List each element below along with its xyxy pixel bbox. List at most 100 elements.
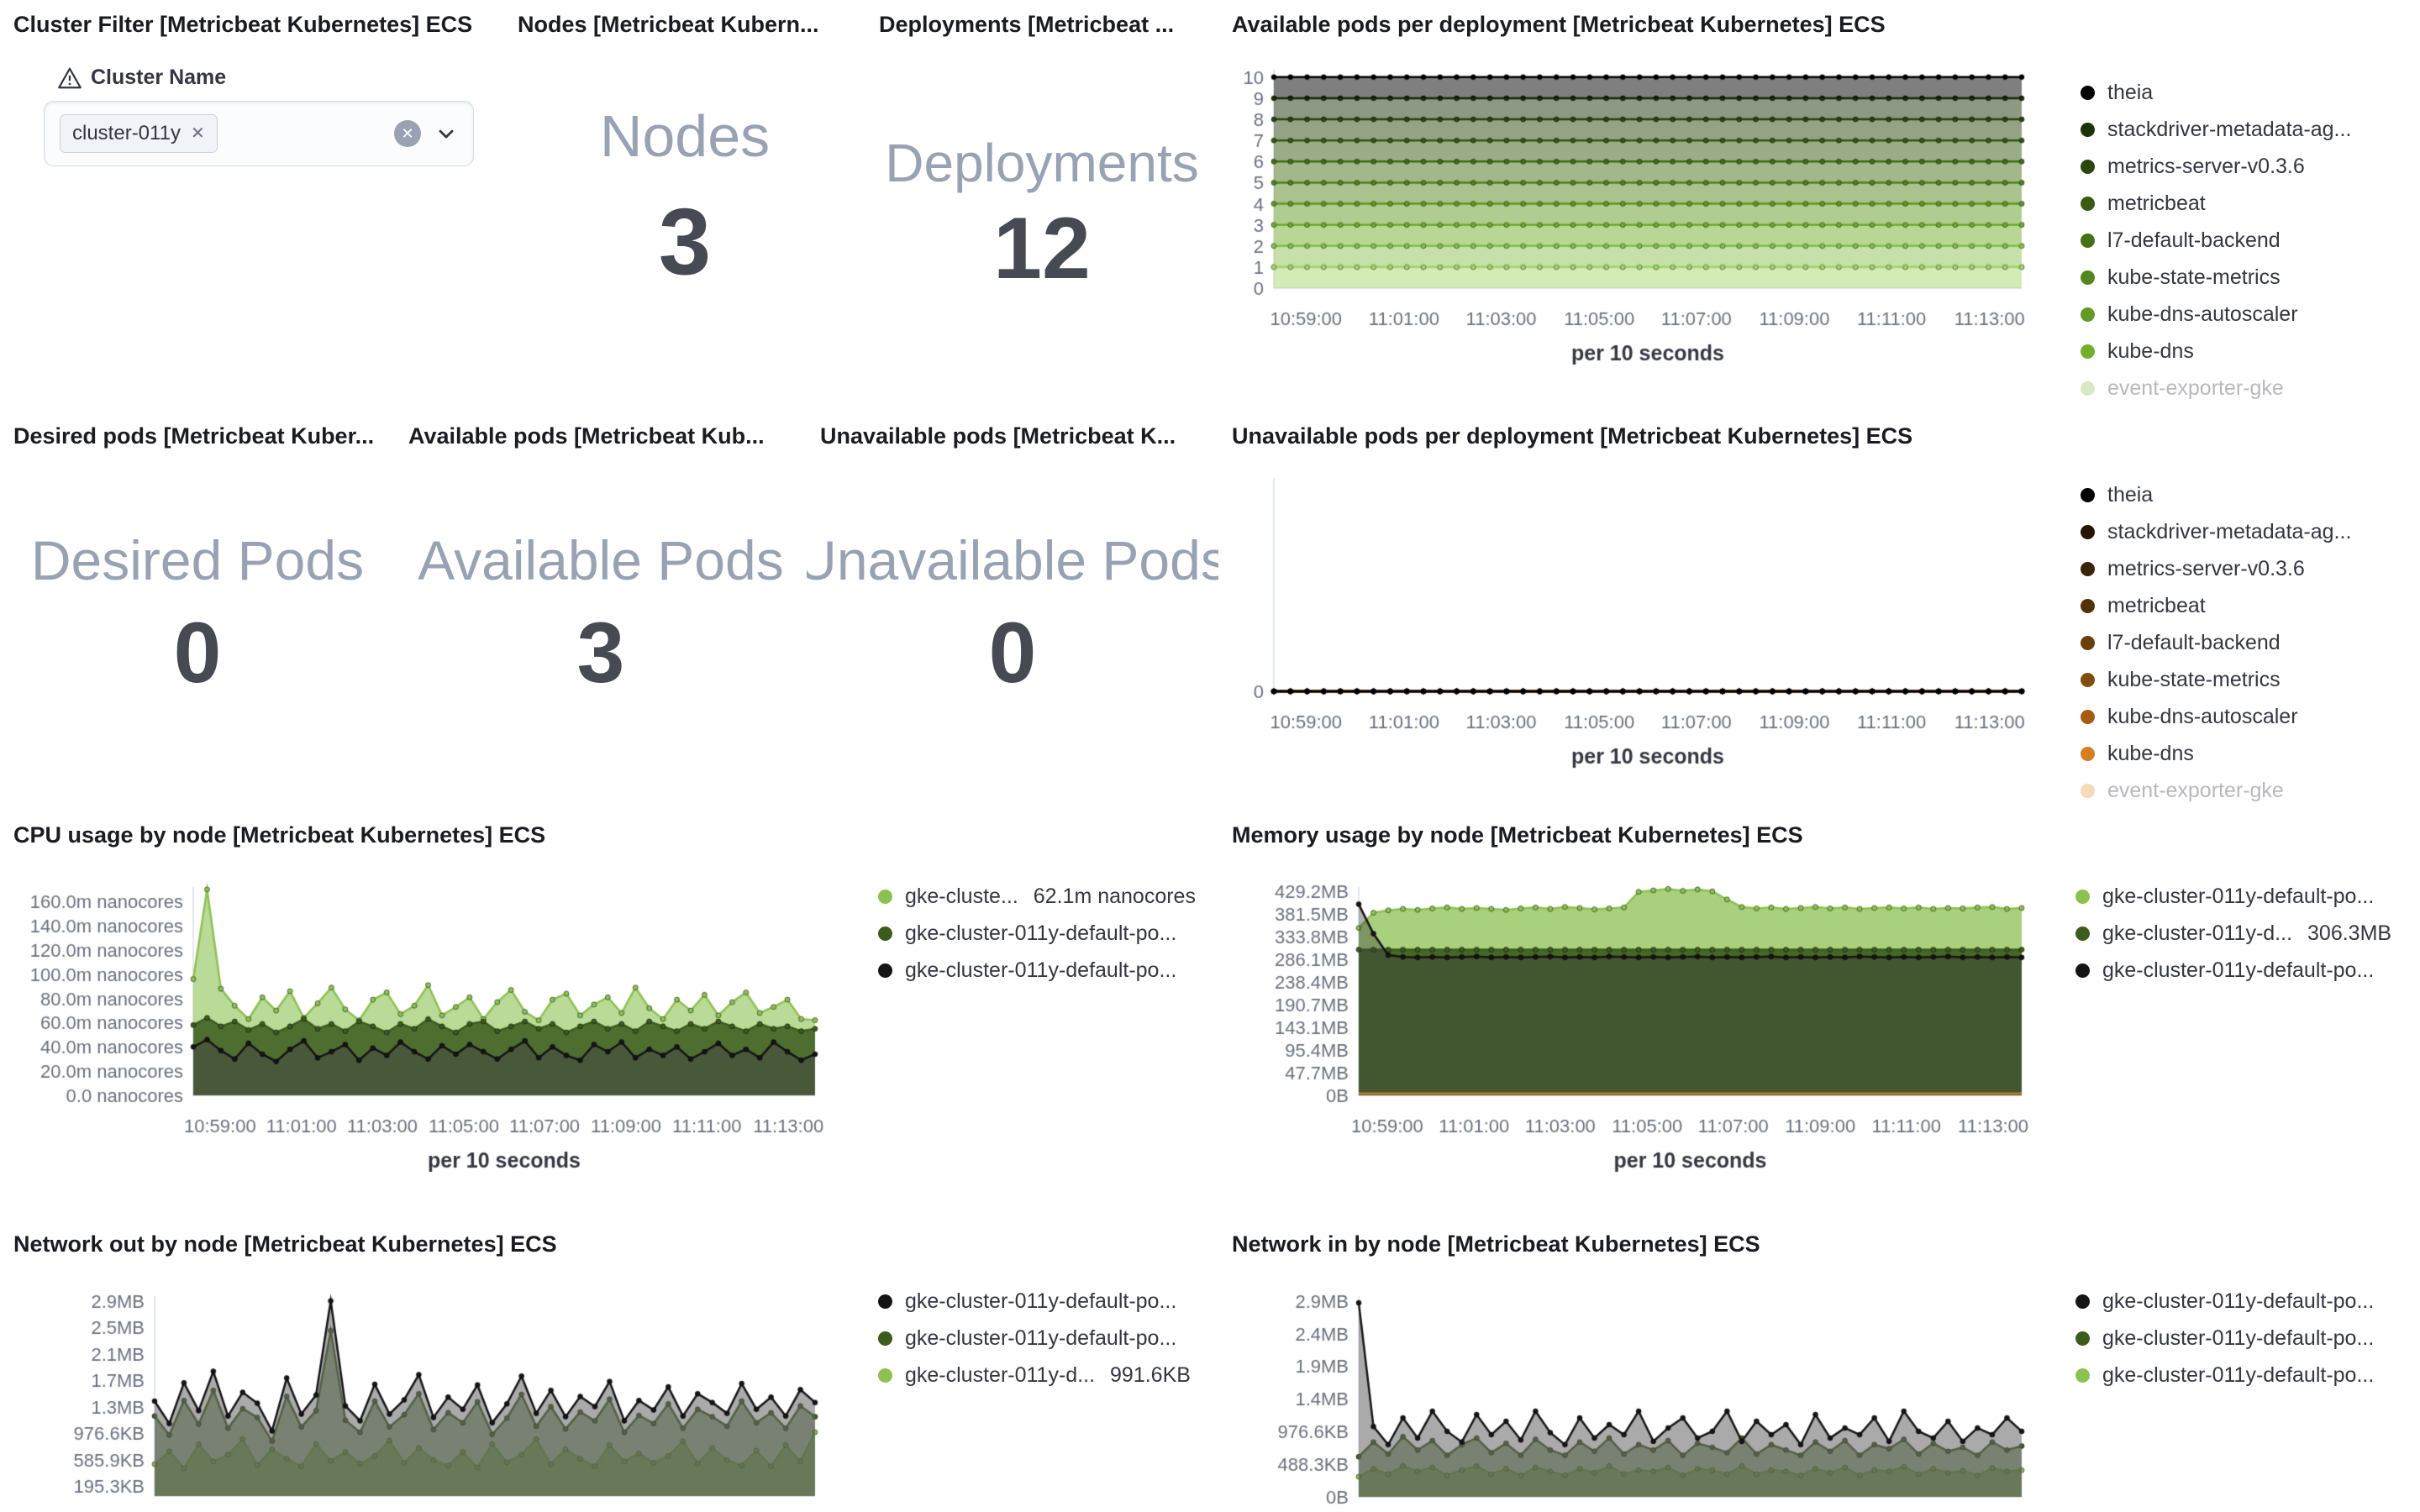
legend-item[interactable]: kube-dns <box>2081 333 2351 370</box>
legend-label: gke-cluster-011y-default-po... <box>2102 884 2375 908</box>
legend-item[interactable]: metricbeat <box>2081 587 2351 624</box>
legend-color-dot <box>878 1368 892 1383</box>
legend-item[interactable]: metrics-server-v0.3.6 <box>2081 148 2351 185</box>
legend-item[interactable]: gke-cluster-011y-default-po... <box>878 1320 1191 1357</box>
legend-value: 62.1m nanocores <box>1033 884 1196 908</box>
remove-cluster-icon[interactable]: ✕ <box>190 124 205 143</box>
legend-item[interactable]: kube-dns <box>2081 735 2351 772</box>
legend-color-dot <box>878 926 892 941</box>
legend-label: gke-cluster-011y-default-po... <box>2102 1326 2375 1350</box>
legend-label: metricbeat <box>2107 191 2206 215</box>
panel-network-out: Network out by node [Metricbeat Kubernet… <box>0 1226 1218 1512</box>
legend-item[interactable]: kube-state-metrics <box>2081 661 2351 698</box>
network-out-chart[interactable] <box>0 1273 874 1512</box>
legend-color-dot <box>2081 85 2095 100</box>
memory-usage-chart[interactable] <box>1227 857 2075 1210</box>
legend-item[interactable]: metricbeat <box>2081 185 2351 222</box>
legend-color-dot <box>2081 561 2095 576</box>
panel-title: Nodes [Metricbeat Kubern... <box>518 12 819 37</box>
network-out-legend: gke-cluster-011y-default-po... gke-cluste… <box>878 1283 1191 1394</box>
panel-available-pods: Available pods [Metricbeat Kub... Availa… <box>395 412 807 806</box>
network-in-chart[interactable] <box>1227 1273 2075 1512</box>
legend-item[interactable]: gke-cluster-011y-default-po... <box>2075 1320 2374 1357</box>
legend-color-dot <box>2081 159 2095 174</box>
legend-label: metrics-server-v0.3.6 <box>2107 154 2305 178</box>
legend-color-dot <box>2081 598 2095 613</box>
legend-color-dot <box>2081 709 2095 724</box>
warning-icon <box>57 66 82 90</box>
cluster-filter-combobox[interactable]: cluster-011y ✕ ✕ <box>44 101 474 166</box>
legend-label: l7-default-backend <box>2107 630 2281 654</box>
legend-label: gke-cluster-011y-default-po... <box>905 921 1177 945</box>
metric-value: 12 <box>993 199 1091 297</box>
clear-selection-button[interactable]: ✕ <box>394 120 421 147</box>
panel-network-in: Network in by node [Metricbeat Kubernete… <box>1218 1226 2420 1512</box>
legend-item[interactable]: theia <box>2081 476 2351 513</box>
legend-color-dot <box>2081 524 2095 539</box>
legend-item[interactable]: gke-cluster-011y-default-po... <box>878 952 1196 989</box>
legend-item[interactable]: gke-cluster-011y-default-po... <box>2075 878 2391 915</box>
legend-item[interactable]: stackdriver-metadata-ag... <box>2081 111 2351 148</box>
available-pods-per-deployment-chart[interactable] <box>1235 42 2059 378</box>
panel-cpu-usage: CPU usage by node [Metricbeat Kubernetes… <box>0 811 1218 1222</box>
legend-color-dot <box>2075 926 2090 941</box>
legend-label: gke-cluster-011y-default-po... <box>2102 1362 2375 1387</box>
legend-color-dot <box>878 889 892 904</box>
unavailable-pods-per-deployment-chart[interactable] <box>1235 454 2059 790</box>
legend-item[interactable]: event-exporter-gke <box>2081 772 2351 806</box>
legend-label: gke-cluster-011y-default-po... <box>905 1326 1177 1350</box>
panel-title: Memory usage by node [Metricbeat Kuberne… <box>1232 822 1803 848</box>
cpu-usage-chart[interactable] <box>0 857 874 1210</box>
legend-item[interactable]: gke-cluster-011y-default-po... <box>2075 952 2391 989</box>
legend-label: gke-cluster-011y-d... <box>2102 921 2293 945</box>
chevron-down-icon[interactable] <box>434 122 458 145</box>
panel-unavailable-pods: Unavailable pods [Metricbeat K... Unavai… <box>807 412 1218 806</box>
legend-color-dot <box>2081 307 2095 322</box>
legend-color-dot <box>2081 122 2095 137</box>
legend-color-dot <box>2081 344 2095 359</box>
legend-item[interactable]: l7-default-backend <box>2081 624 2351 661</box>
legend-item[interactable]: gke-cluste... 62.1m nanocores <box>878 878 1196 915</box>
legend-item[interactable]: metrics-server-v0.3.6 <box>2081 550 2351 587</box>
panel-cluster-filter: Cluster Filter [Metricbeat Kubernetes] E… <box>0 0 504 403</box>
available-pods-legend: theia stackdriver-metadata-ag... metrics-s… <box>2081 74 2351 407</box>
panel-title: Desired pods [Metricbeat Kuber... <box>13 423 375 449</box>
legend-value: 306.3MB <box>2307 921 2392 945</box>
legend-label: event-exporter-gke <box>2107 778 2284 802</box>
legend-item[interactable]: gke-cluster-011y-d... 306.3MB <box>2075 915 2391 952</box>
legend-item[interactable]: event-exporter-gke <box>2081 370 2351 407</box>
legend-color-dot <box>2081 196 2095 211</box>
metric-label: Available Pods <box>418 529 784 591</box>
legend-label: gke-cluster-011y-default-po... <box>2102 958 2375 982</box>
panel-title: Network out by node [Metricbeat Kubernet… <box>13 1231 557 1257</box>
panel-title: Cluster Filter [Metricbeat Kubernetes] E… <box>13 12 473 37</box>
legend-item[interactable]: gke-cluster-011y-default-po... <box>2075 1357 2374 1394</box>
legend-item[interactable]: gke-cluster-011y-default-po... <box>878 1283 1191 1320</box>
legend-color-dot <box>2081 487 2095 502</box>
panel-title: CPU usage by node [Metricbeat Kubernetes… <box>13 822 546 848</box>
legend-label: gke-cluster-011y-default-po... <box>2102 1289 2375 1313</box>
panel-title: Unavailable pods per deployment [Metricb… <box>1232 423 1913 449</box>
selected-cluster-pill[interactable]: cluster-011y ✕ <box>60 114 218 153</box>
legend-item[interactable]: gke-cluster-011y-d... 991.6KB <box>878 1357 1191 1394</box>
metric-label: Nodes <box>599 103 771 169</box>
legend-item[interactable]: gke-cluster-011y-default-po... <box>878 915 1196 952</box>
legend-item[interactable]: l7-default-backend <box>2081 222 2351 259</box>
metric-label: Deployments <box>885 133 1199 193</box>
legend-item[interactable]: theia <box>2081 74 2351 111</box>
legend-item[interactable]: gke-cluster-011y-default-po... <box>2075 1283 2374 1320</box>
legend-color-dot <box>2081 672 2095 687</box>
metric-value: 3 <box>576 604 625 701</box>
legend-item[interactable]: kube-state-metrics <box>2081 259 2351 296</box>
legend-item[interactable]: kube-dns-autoscaler <box>2081 698 2351 735</box>
legend-label: gke-cluste... <box>905 884 1018 908</box>
panel-available-pods-per-deployment: Available pods per deployment [Metricbea… <box>1218 0 2420 407</box>
cpu-usage-legend: gke-cluste... 62.1m nanocores gke-cluster-… <box>878 878 1196 989</box>
legend-item[interactable]: stackdriver-metadata-ag... <box>2081 513 2351 550</box>
legend-color-dot <box>2081 783 2095 798</box>
legend-item[interactable]: kube-dns-autoscaler <box>2081 296 2351 333</box>
legend-label: stackdriver-metadata-ag... <box>2107 117 2352 141</box>
panel-title: Network in by node [Metricbeat Kubernete… <box>1232 1231 1760 1257</box>
panel-nodes: Nodes [Metricbeat Kubern... Nodes 3 <box>504 0 865 403</box>
legend-color-dot <box>2075 1331 2090 1346</box>
